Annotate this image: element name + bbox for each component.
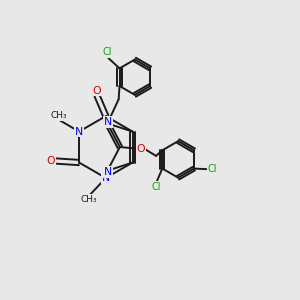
Text: Cl: Cl <box>207 164 217 174</box>
Text: N: N <box>104 167 112 177</box>
Text: N: N <box>102 173 110 183</box>
Text: O: O <box>47 156 56 166</box>
Text: N: N <box>75 127 83 136</box>
Text: Cl: Cl <box>152 182 161 192</box>
Text: O: O <box>93 85 101 95</box>
Text: CH₃: CH₃ <box>50 111 67 120</box>
Text: CH₃: CH₃ <box>81 195 98 204</box>
Text: N: N <box>104 117 112 127</box>
Text: O: O <box>136 143 145 154</box>
Text: Cl: Cl <box>102 47 112 57</box>
